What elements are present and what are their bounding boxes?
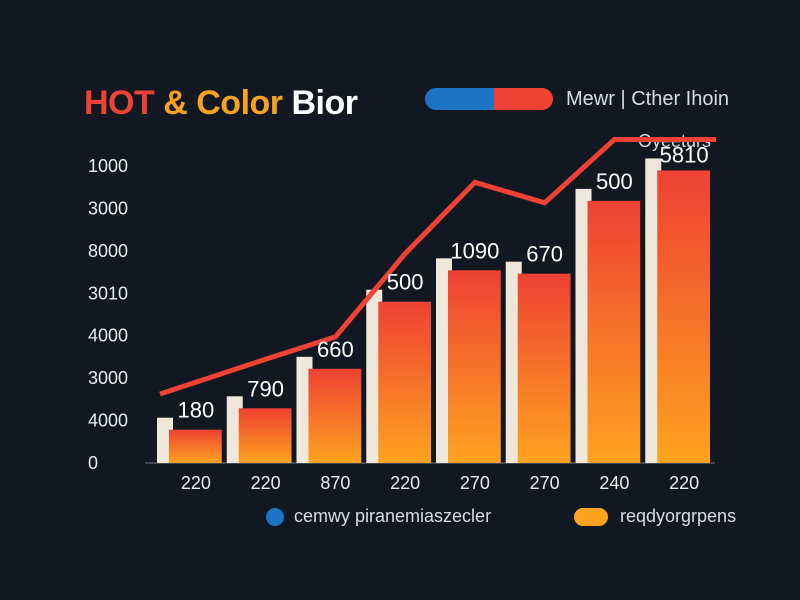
- bar-data-label: 1090: [450, 238, 499, 263]
- bar-data-label: 500: [596, 169, 633, 194]
- y-tick-label: 0: [88, 453, 98, 473]
- x-tick-label: 270: [530, 473, 560, 493]
- y-tick-label: 3000: [88, 368, 128, 388]
- x-tick-label: 220: [181, 473, 211, 493]
- line-series: [159, 137, 716, 397]
- legend-item-orange: reqdyorgrpens: [574, 506, 736, 527]
- x-tick-label: 220: [251, 473, 281, 493]
- bar: [238, 408, 292, 463]
- y-tick-label: 8000: [88, 241, 128, 261]
- title-part-color: Color: [196, 84, 283, 122]
- legend-item-blue: cemwy piranemiaszecler: [266, 506, 491, 527]
- title-part-hot: HOT: [84, 84, 155, 122]
- bar: [517, 273, 571, 463]
- top-legend-swatch: [425, 88, 553, 110]
- data-labels: 180 790 660 500 1090 670 500 5810: [178, 142, 709, 422]
- bar-data-label: 180: [178, 398, 215, 423]
- bar-series: [157, 158, 710, 464]
- y-axis: 1000 3000 8000 3010 4000 3000 4000 0: [88, 156, 128, 473]
- bar-data-label: 660: [317, 337, 354, 362]
- title-part-bior: Bior: [291, 84, 358, 122]
- bar-data-label: 790: [247, 376, 284, 401]
- y-tick-label: 3010: [88, 283, 128, 303]
- legend-orange-label: reqdyorgrpens: [620, 506, 737, 526]
- x-tick-label: 220: [390, 473, 420, 493]
- x-tick-label: 240: [599, 473, 629, 493]
- x-tick-label: 870: [320, 473, 350, 493]
- bar: [169, 429, 222, 463]
- y-tick-label: 1000: [88, 156, 128, 176]
- legend-blue-label: cemwy piranemiaszecler: [294, 506, 492, 526]
- bar: [657, 170, 710, 463]
- bar: [448, 270, 501, 463]
- chart-title: HOT & Color Bior: [84, 84, 358, 123]
- bar-data-label: 670: [526, 242, 563, 267]
- bar: [587, 200, 641, 464]
- legend-blue-dot: [266, 507, 284, 526]
- y-tick-label: 3000: [88, 198, 128, 218]
- bar: [308, 368, 362, 463]
- bar-data-label: 5810: [660, 142, 709, 167]
- legend-orange-pill: [574, 507, 608, 526]
- bar-data-label: 500: [387, 270, 424, 295]
- top-legend-label: Mewr | Cther Ihoin: [566, 88, 730, 110]
- bar: [378, 301, 431, 463]
- x-tick-label: 270: [460, 473, 490, 493]
- legend-swatch-red: [494, 88, 553, 110]
- x-axis: 220 220 870 220 270 270 240 220: [181, 473, 699, 493]
- y-tick-label: 4000: [88, 411, 128, 431]
- y-tick-label: 4000: [88, 326, 128, 346]
- title-part-ampersand: &: [163, 84, 188, 122]
- x-tick-label: 220: [669, 473, 699, 493]
- legend-swatch-blue: [425, 88, 495, 110]
